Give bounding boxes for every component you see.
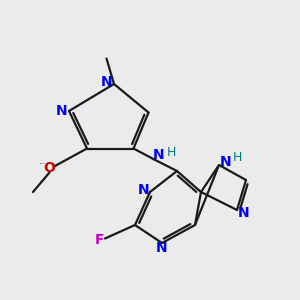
Text: N: N — [56, 104, 67, 118]
Text: F: F — [94, 233, 104, 247]
Text: H: H — [166, 146, 176, 159]
Text: methoxy: methoxy — [40, 163, 46, 164]
Text: N: N — [156, 242, 168, 255]
Text: N: N — [138, 184, 150, 197]
Text: N: N — [101, 76, 112, 89]
Text: O: O — [44, 161, 56, 175]
Text: N: N — [153, 148, 165, 162]
Text: N: N — [238, 206, 249, 220]
Text: N: N — [220, 155, 231, 169]
Text: H: H — [233, 151, 242, 164]
